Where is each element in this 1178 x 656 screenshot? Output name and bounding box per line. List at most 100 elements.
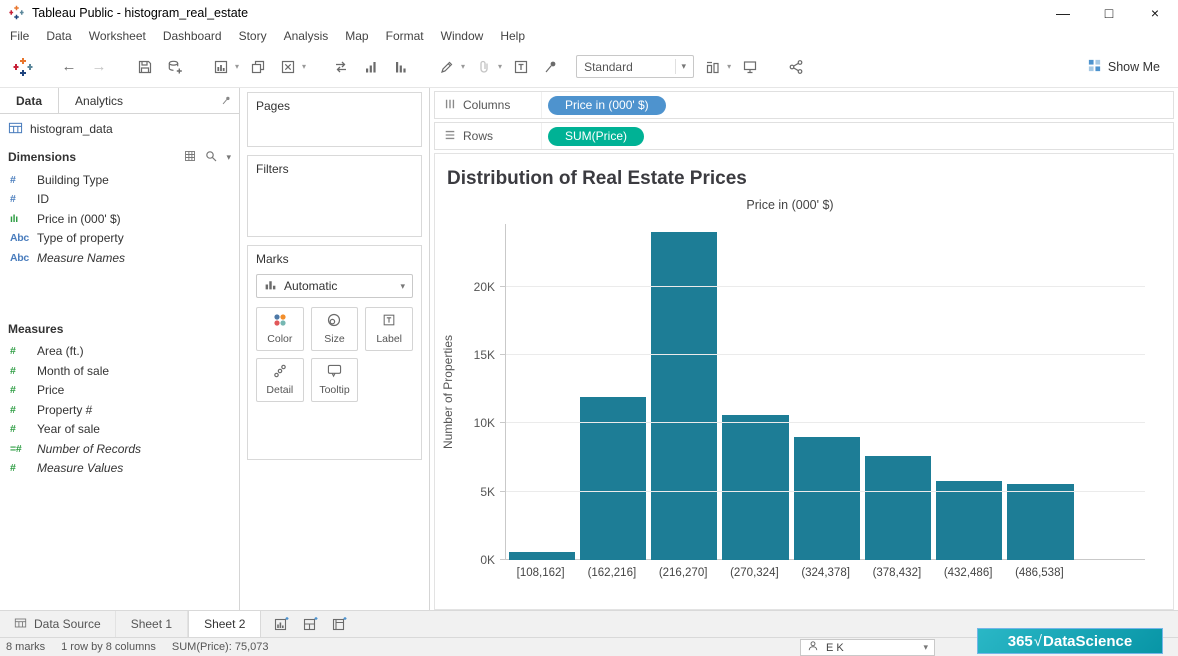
field-measure-names[interactable]: Abc Measure Names: [0, 248, 239, 268]
undo-icon[interactable]: ←: [61, 58, 77, 75]
marks-color-button[interactable]: Color: [256, 307, 304, 351]
histogram-bar[interactable]: [579, 397, 646, 560]
duplicate-sheet-icon[interactable]: [247, 56, 269, 78]
field-label: Type of property: [37, 231, 124, 246]
datasource-item[interactable]: histogram_data: [0, 114, 239, 144]
highlight-icon[interactable]: [436, 56, 458, 78]
menu-analysis[interactable]: Analysis: [283, 28, 329, 43]
filters-shelf[interactable]: Filters: [247, 155, 422, 237]
field-building-type[interactable]: # Building Type: [0, 170, 239, 190]
field-type-of-property[interactable]: Abc Type of property: [0, 229, 239, 249]
marks-detail-button[interactable]: Detail: [256, 358, 304, 402]
label-icon: [382, 313, 396, 330]
tableau-flower-icon[interactable]: [12, 56, 34, 78]
new-worksheet-caret-icon[interactable]: ▾: [235, 62, 240, 71]
menu-format[interactable]: Format: [385, 28, 424, 43]
field-number-of-records[interactable]: =# Number of Records: [0, 439, 239, 459]
cards-column: Pages Filters Marks Automatic ▾: [240, 88, 430, 610]
pages-shelf[interactable]: Pages: [247, 92, 422, 147]
tab-sheet-1[interactable]: Sheet 1: [116, 611, 189, 637]
data-source-tab[interactable]: Data Source: [0, 611, 116, 637]
color-icon: [273, 313, 287, 330]
mark-type-dropdown[interactable]: Automatic ▾: [256, 274, 413, 298]
rows-pill[interactable]: SUM(Price): [548, 126, 644, 146]
sort-descending-icon[interactable]: [390, 56, 412, 78]
histogram-bar[interactable]: [864, 456, 931, 560]
field-price[interactable]: # Price: [0, 381, 239, 401]
x-tick-label: (324,378]: [801, 567, 850, 579]
columns-shelf[interactable]: Columns Price in (000' $): [434, 91, 1174, 119]
tab-sheet-2[interactable]: Sheet 2: [188, 611, 262, 637]
share-icon[interactable]: [785, 56, 807, 78]
columns-shelf-body[interactable]: Price in (000' $): [541, 92, 1173, 118]
menu-worksheet[interactable]: Worksheet: [88, 28, 146, 43]
histogram-bar[interactable]: [508, 552, 575, 560]
minimize-button[interactable]: —: [1056, 4, 1070, 21]
menu-dashboard[interactable]: Dashboard: [162, 28, 222, 43]
columns-pill[interactable]: Price in (000' $): [548, 95, 666, 115]
field-year-of-sale[interactable]: # Year of sale: [0, 420, 239, 440]
new-worksheet-tab-icon[interactable]: [269, 614, 293, 634]
text-label-icon[interactable]: [510, 56, 532, 78]
find-field-icon[interactable]: [205, 150, 217, 165]
y-tick-mark: [500, 559, 505, 560]
maximize-button[interactable]: □: [1104, 4, 1114, 21]
clear-sheet-caret-icon[interactable]: ▾: [302, 62, 307, 71]
menu-file[interactable]: File: [10, 28, 30, 43]
field-area[interactable]: # Area (ft.): [0, 342, 239, 362]
show-mark-labels-icon[interactable]: [702, 56, 724, 78]
histogram-bar[interactable]: [651, 232, 718, 560]
tab-data[interactable]: Data: [0, 88, 60, 113]
show-mark-labels-caret-icon[interactable]: ▾: [727, 62, 732, 71]
new-datasource-icon[interactable]: [164, 56, 186, 78]
new-story-tab-icon[interactable]: [327, 614, 351, 634]
new-worksheet-icon[interactable]: [210, 56, 232, 78]
menu-window[interactable]: Window: [440, 28, 484, 43]
histogram-bar[interactable]: [1007, 484, 1074, 560]
rows-shelf[interactable]: Rows SUM(Price): [434, 122, 1174, 150]
histogram-bar[interactable]: [722, 415, 789, 560]
field-month-of-sale[interactable]: # Month of sale: [0, 361, 239, 381]
menu-bar: File Data Worksheet Dashboard Story Anal…: [0, 25, 1178, 46]
swap-rows-columns-icon[interactable]: [330, 56, 352, 78]
user-account-dropdown[interactable]: E K ▾: [800, 639, 935, 656]
fit-selector-caret-icon: ▾: [674, 59, 686, 74]
main-area: Data Analytics histogram_data Dimensions: [0, 88, 1178, 610]
sort-ascending-icon[interactable]: [360, 56, 382, 78]
field-id[interactable]: # ID: [0, 190, 239, 210]
presentation-mode-icon[interactable]: [739, 56, 761, 78]
group-members-caret-icon[interactable]: ▾: [498, 62, 503, 71]
calculated-number-icon: =#: [10, 442, 22, 455]
tab-analytics[interactable]: Analytics: [75, 93, 124, 108]
marks-size-button[interactable]: Size: [310, 307, 359, 351]
clear-sheet-icon[interactable]: [277, 56, 299, 78]
group-members-icon[interactable]: [473, 56, 495, 78]
view-data-grid-icon[interactable]: [184, 150, 196, 165]
number-icon: #: [10, 403, 16, 416]
save-icon[interactable]: [134, 56, 156, 78]
fit-selector[interactable]: Standard ▾: [576, 55, 695, 78]
menu-data[interactable]: Data: [46, 28, 72, 43]
y-axis[interactable]: 0K 5K 10K 15K 20K: [461, 224, 505, 567]
marks-tooltip-button[interactable]: Tooltip: [310, 358, 359, 402]
marks-count: 8 marks: [6, 641, 46, 653]
field-price-bin[interactable]: ılı Price in (000' $): [0, 209, 239, 229]
menu-story[interactable]: Story: [238, 28, 267, 43]
show-me-button[interactable]: Show Me: [1087, 58, 1166, 76]
pane-pin-icon[interactable]: [221, 88, 239, 113]
menu-map[interactable]: Map: [345, 28, 369, 43]
fix-axes-pin-icon[interactable]: [540, 56, 562, 78]
user-initials: E K: [826, 641, 844, 654]
histogram-bar[interactable]: [936, 481, 1003, 560]
dimensions-menu-caret-icon[interactable]: ▾: [226, 151, 231, 162]
menu-help[interactable]: Help: [500, 28, 525, 43]
redo-icon[interactable]: →: [91, 58, 107, 75]
marks-label-button[interactable]: Label: [365, 307, 413, 351]
field-property-number[interactable]: # Property #: [0, 400, 239, 420]
highlight-caret-icon[interactable]: ▾: [461, 62, 466, 71]
close-button[interactable]: ×: [1150, 4, 1160, 21]
field-measure-values[interactable]: # Measure Values: [0, 459, 239, 479]
rows-shelf-body[interactable]: SUM(Price): [541, 123, 1173, 149]
histogram-bar[interactable]: [793, 437, 860, 560]
new-dashboard-tab-icon[interactable]: [298, 614, 322, 634]
